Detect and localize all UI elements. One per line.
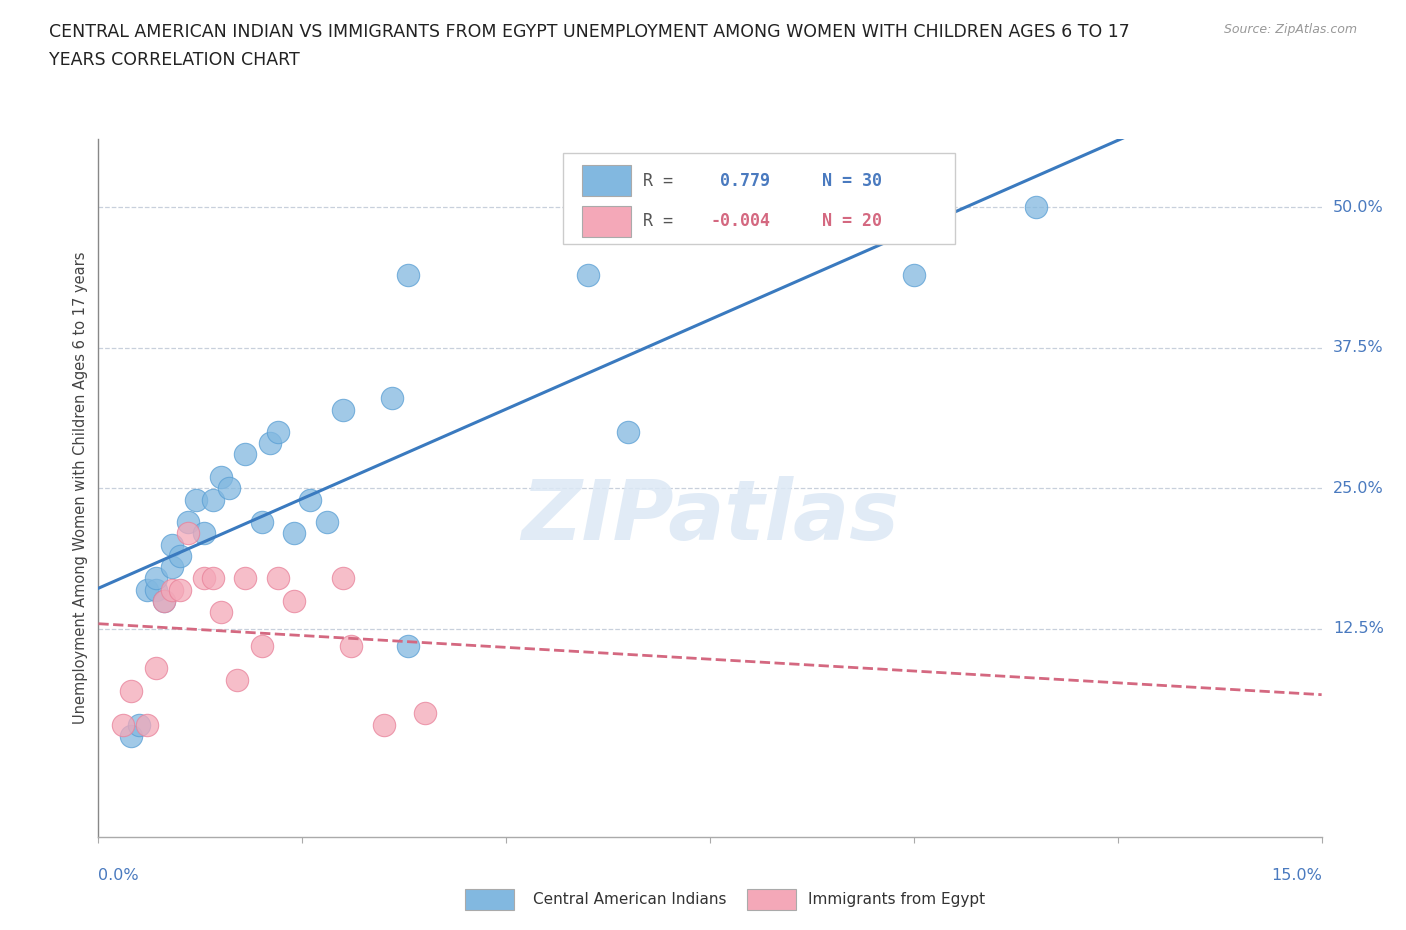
Point: [145, 571, 167, 586]
Point: [283, 525, 305, 540]
Point: [332, 571, 354, 586]
Point: [136, 717, 159, 732]
Text: Immigrants from Egypt: Immigrants from Egypt: [808, 892, 986, 908]
Point: [617, 425, 640, 440]
Point: [233, 571, 256, 586]
Point: [209, 470, 232, 485]
Text: -0.004: -0.004: [710, 212, 770, 231]
Point: [259, 436, 281, 451]
Text: R =: R =: [643, 212, 683, 231]
FancyBboxPatch shape: [564, 153, 955, 245]
Text: N = 30: N = 30: [801, 172, 882, 190]
Point: [250, 638, 273, 653]
Text: R =: R =: [643, 172, 683, 190]
Text: ZIPatlas: ZIPatlas: [522, 475, 898, 557]
Text: 0.779: 0.779: [710, 172, 770, 190]
Point: [136, 582, 159, 597]
Point: [128, 717, 150, 732]
Point: [145, 661, 167, 676]
Text: CENTRAL AMERICAN INDIAN VS IMMIGRANTS FROM EGYPT UNEMPLOYMENT AMONG WOMEN WITH C: CENTRAL AMERICAN INDIAN VS IMMIGRANTS FR…: [49, 23, 1130, 41]
Point: [145, 582, 167, 597]
Point: [576, 267, 599, 282]
Text: 37.5%: 37.5%: [1333, 340, 1384, 355]
Point: [186, 492, 208, 507]
Point: [193, 525, 215, 540]
Point: [226, 672, 249, 687]
Point: [177, 525, 200, 540]
Point: [160, 582, 183, 597]
Point: [299, 492, 322, 507]
Text: 15.0%: 15.0%: [1271, 868, 1322, 883]
Point: [169, 582, 191, 597]
Point: [340, 638, 363, 653]
Y-axis label: Unemployment Among Women with Children Ages 6 to 17 years: Unemployment Among Women with Children A…: [73, 252, 87, 724]
Point: [396, 267, 419, 282]
Text: 50.0%: 50.0%: [1333, 200, 1384, 215]
Point: [315, 514, 337, 529]
Point: [177, 514, 200, 529]
Point: [201, 571, 224, 586]
Point: [373, 717, 395, 732]
Point: [233, 447, 256, 462]
FancyBboxPatch shape: [747, 889, 796, 910]
FancyBboxPatch shape: [582, 165, 630, 196]
Point: [332, 402, 354, 417]
Point: [267, 425, 290, 440]
Point: [160, 537, 183, 551]
Point: [160, 560, 183, 575]
Point: [396, 638, 419, 653]
Point: [381, 391, 404, 405]
FancyBboxPatch shape: [582, 206, 630, 237]
Point: [283, 593, 305, 608]
Point: [201, 492, 224, 507]
Point: [169, 549, 191, 564]
Point: [267, 571, 290, 586]
Point: [903, 267, 925, 282]
Point: [193, 571, 215, 586]
Point: [120, 684, 142, 698]
Text: 25.0%: 25.0%: [1333, 481, 1384, 496]
FancyBboxPatch shape: [465, 889, 515, 910]
Text: 12.5%: 12.5%: [1333, 621, 1384, 636]
Point: [152, 593, 174, 608]
Point: [250, 514, 273, 529]
Point: [152, 593, 174, 608]
Point: [1025, 200, 1047, 215]
Point: [209, 604, 232, 619]
Point: [111, 717, 134, 732]
Point: [413, 706, 436, 721]
Text: YEARS CORRELATION CHART: YEARS CORRELATION CHART: [49, 51, 299, 69]
Text: Central American Indians: Central American Indians: [533, 892, 725, 908]
Point: [120, 728, 142, 743]
Text: N = 20: N = 20: [801, 212, 882, 231]
Text: Source: ZipAtlas.com: Source: ZipAtlas.com: [1223, 23, 1357, 36]
Text: 0.0%: 0.0%: [98, 868, 139, 883]
Point: [218, 481, 240, 496]
